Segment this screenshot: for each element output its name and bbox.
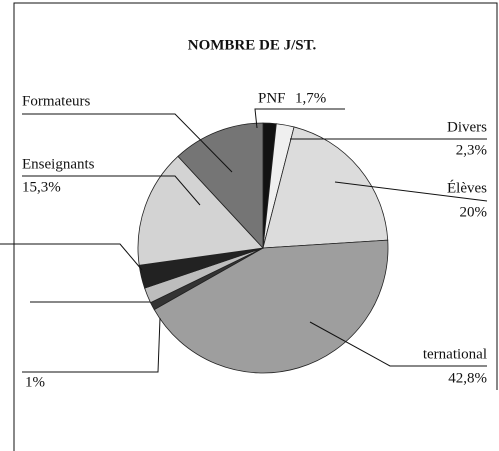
slice-value: 20% bbox=[460, 204, 488, 220]
leader bbox=[254, 108, 345, 129]
frame bbox=[13, 2, 498, 451]
slice-value: 1,7% bbox=[295, 90, 326, 106]
leaders bbox=[0, 108, 488, 373]
leader bbox=[309, 321, 487, 367]
slice-label: PNF bbox=[258, 90, 286, 106]
slice-label: Divers bbox=[447, 119, 487, 135]
pie-slice bbox=[177, 122, 264, 250]
leader bbox=[0, 243, 143, 271]
slice-value: 42,8% bbox=[448, 370, 487, 386]
slice-label: Formateurs bbox=[22, 93, 90, 109]
slice-value: 2,3% bbox=[456, 142, 487, 158]
chart-title: NOMBRE DE J/ST. bbox=[188, 37, 317, 53]
leader bbox=[22, 317, 161, 373]
pie-slice bbox=[262, 126, 389, 249]
leader bbox=[22, 113, 233, 173]
slice-label: ternational bbox=[423, 346, 487, 362]
slice-label: Enseignants bbox=[22, 156, 95, 172]
pie-slice bbox=[137, 155, 264, 266]
pie bbox=[137, 122, 389, 374]
leader bbox=[334, 181, 488, 202]
leader bbox=[22, 175, 201, 206]
slice-label: Élèves bbox=[447, 179, 487, 196]
slice-value: 1% bbox=[25, 374, 45, 390]
slice-value: 15,3% bbox=[22, 179, 61, 195]
pie-slice bbox=[153, 239, 389, 374]
